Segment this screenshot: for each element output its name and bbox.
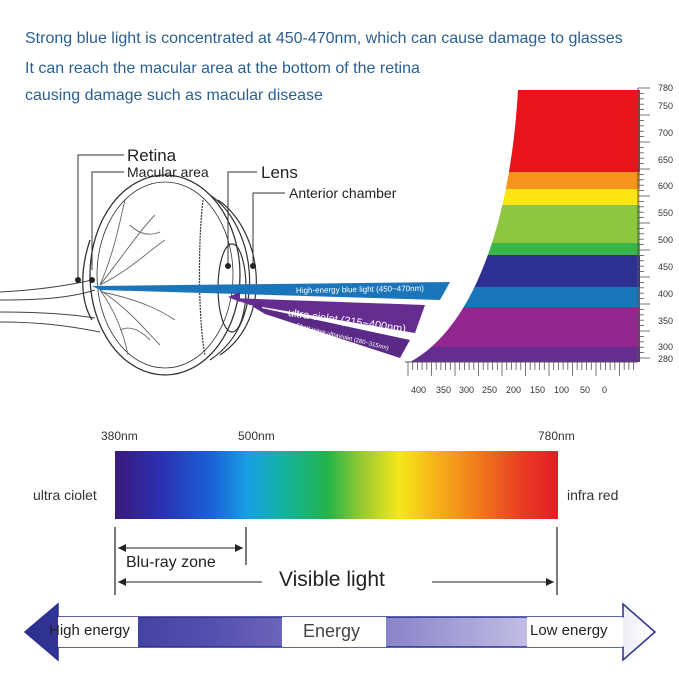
wl-label: 750	[658, 101, 674, 111]
macular-label: Macular area	[127, 164, 209, 180]
high-energy-label: High energy	[49, 622, 130, 639]
header-line-3: causing damage such as macular disease	[25, 87, 323, 104]
low-energy-box	[527, 617, 623, 647]
optic-nerve	[0, 279, 101, 333]
uvb-arrowhead	[252, 302, 262, 312]
anterior-callout	[252, 192, 285, 265]
energy-center-label: Energy	[303, 621, 361, 641]
visible-arrow-left	[118, 578, 126, 586]
visible-arrow-right	[546, 578, 554, 586]
wl-label: 550	[658, 208, 674, 218]
ultraviolet-label: ultra ciolet	[33, 487, 97, 503]
wl-label: 500	[658, 235, 674, 245]
retina-label: Retina	[127, 146, 177, 165]
en-label: 200	[506, 385, 522, 395]
wl-label: 280	[658, 354, 674, 364]
uvb-beam	[252, 306, 410, 358]
bluray-arrow-right	[235, 544, 243, 552]
wl-label: 450	[658, 262, 674, 272]
wl-label: 600	[658, 181, 674, 191]
wl-label: 780	[658, 83, 674, 93]
bluray-arrow-left	[118, 544, 126, 552]
lens-dot	[225, 263, 231, 269]
wl-label: 700	[658, 128, 674, 138]
macular-dot	[89, 277, 95, 283]
wl-label: 650	[658, 155, 674, 165]
en-label: 400	[411, 385, 427, 395]
spectrum-mid-label: 500nm	[238, 429, 275, 443]
wl-label: 400	[658, 289, 674, 299]
en-label: 100	[554, 385, 570, 395]
wl-label: 300	[658, 342, 674, 352]
uva-arrowhead	[228, 292, 240, 302]
anterior-label: Anterior chamber	[289, 185, 397, 201]
header-line-1: Strong blue light is concentrated at 450…	[25, 30, 623, 47]
spectrum-end-label: 780nm	[538, 429, 575, 443]
high-energy-box	[58, 617, 138, 647]
visible-light-label: Visible light	[279, 568, 385, 591]
blue-beam	[92, 282, 450, 300]
en-label: 0	[602, 385, 608, 395]
en-label: 150	[530, 385, 546, 395]
uva-beam	[230, 298, 425, 333]
en-label: 250	[482, 385, 498, 395]
retina-dot	[75, 277, 81, 283]
en-label: 300	[459, 385, 475, 395]
bluray-zone-label: Blu-ray zone	[126, 554, 216, 571]
en-label: 50	[580, 385, 591, 395]
fan-band-deep-violet	[410, 347, 640, 362]
blood-vessels	[99, 199, 176, 356]
en-label: 350	[436, 385, 452, 395]
lens-callout	[227, 171, 257, 265]
eyeball	[82, 174, 241, 376]
header-line-2: It can reach the macular area at the bot…	[25, 60, 420, 77]
retina-callout	[77, 154, 124, 280]
low-energy-label: Low energy	[530, 622, 608, 639]
energy-center-box	[282, 617, 386, 647]
infrared-label: infra red	[567, 487, 619, 503]
anterior-dot	[250, 263, 256, 269]
lens-label: Lens	[261, 163, 298, 182]
macular-callout	[91, 171, 124, 270]
visible-spectrum-bar	[115, 451, 558, 519]
spectrum-start-label: 380nm	[101, 429, 138, 443]
wl-label: 350	[658, 316, 674, 326]
